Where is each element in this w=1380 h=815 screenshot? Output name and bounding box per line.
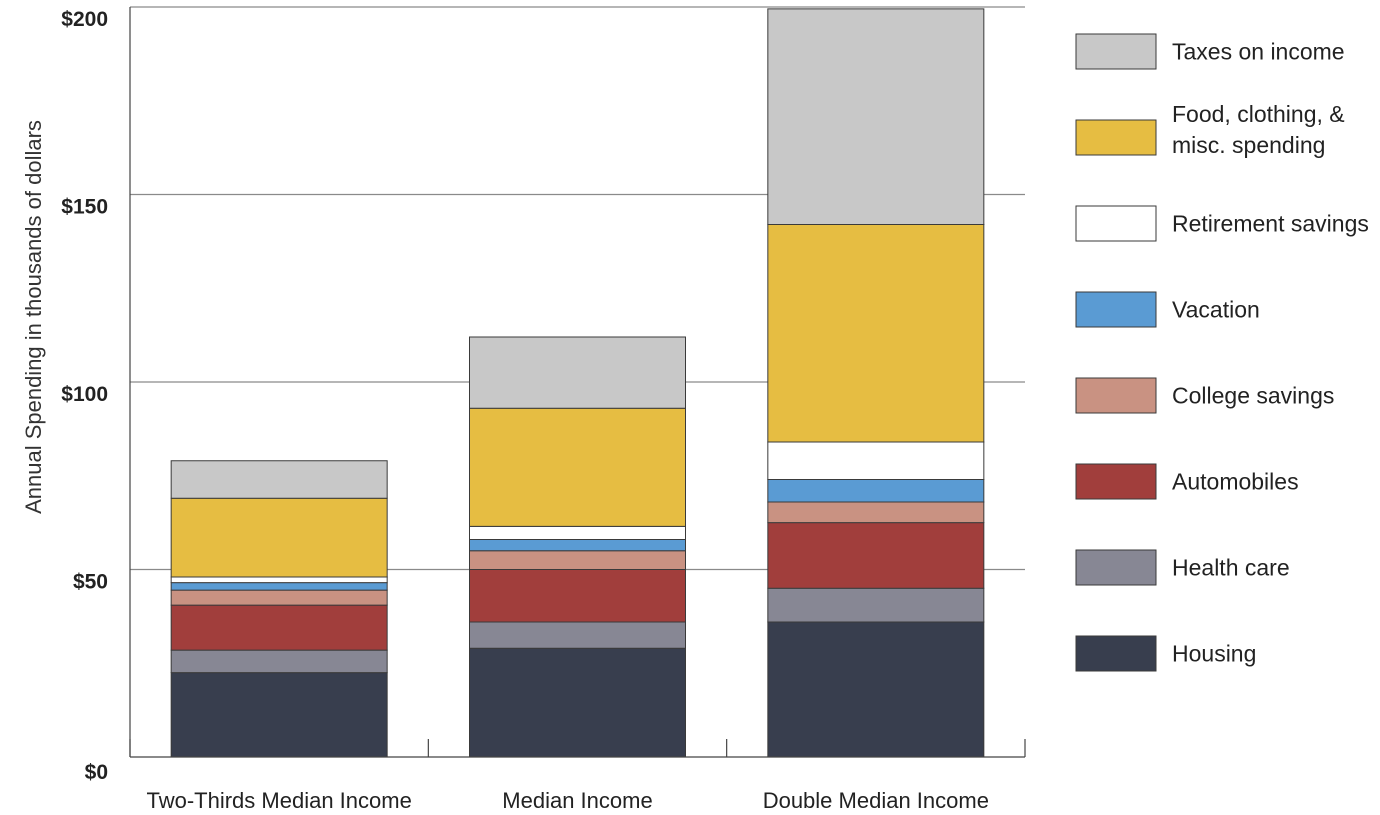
x-tick-label: Double Median Income	[763, 788, 989, 813]
legend-label-automobiles: Automobiles	[1172, 469, 1299, 495]
bar-segment-automobiles	[767, 522, 985, 589]
legend-swatch-vacation	[1075, 291, 1157, 328]
axes: $0 $50 $100 $150 $200 Two-Thirds Median Incom…	[21, 7, 1026, 813]
bar-segment-taxes-on-income	[170, 460, 388, 499]
bar-segment-vacation	[767, 479, 985, 503]
y-tick-label: $100	[61, 383, 108, 406]
legend-label-vacation: Vacation	[1172, 297, 1260, 323]
legend-label-line: Food, clothing, &	[1172, 101, 1345, 127]
legend-swatch-retirement-savings	[1075, 205, 1157, 242]
bar-segment-housing	[767, 621, 985, 758]
y-axis-label: Annual Spending in thousands of dollars	[21, 120, 46, 514]
bar-segment-health-care	[767, 587, 985, 623]
bar-segment-taxes-on-income	[767, 8, 985, 225]
legend-label-food-clothing-misc-spending: Food, clothing, & misc. spending	[1172, 101, 1345, 158]
legend-swatch-college-savings	[1075, 377, 1157, 414]
x-tick-label: Median Income	[502, 788, 652, 813]
bar-segment-retirement-savings	[170, 576, 388, 584]
legend: Taxes on income Food, clothing, & misc. sp…	[1075, 33, 1369, 672]
legend-swatch-taxes-on-income	[1075, 33, 1157, 70]
legend-swatch-health-care	[1075, 549, 1157, 586]
bar-segment-college-savings	[767, 501, 985, 524]
legend-label-taxes-on-income: Taxes on income	[1172, 39, 1345, 65]
bar-segment-college-savings	[469, 550, 686, 570]
bar-segment-health-care	[170, 649, 388, 674]
legend-label-housing: Housing	[1172, 641, 1256, 667]
bar-segment-health-care	[469, 621, 686, 649]
bar-segment-taxes-on-income	[469, 336, 686, 409]
legend-label-line: misc. spending	[1172, 132, 1325, 158]
bar-segment-food-clothing-misc-spending	[469, 407, 686, 527]
x-tick-label: Two-Thirds Median Income	[147, 788, 412, 813]
bars	[170, 8, 985, 758]
legend-swatch-automobiles	[1075, 463, 1157, 500]
bar-segment-food-clothing-misc-spending	[170, 497, 388, 578]
y-tick-label: $200	[61, 8, 108, 31]
bar-segment-vacation	[469, 539, 686, 552]
legend-label-college-savings: College savings	[1172, 383, 1334, 409]
bar-segment-college-savings	[170, 589, 388, 606]
bar-segment-retirement-savings	[469, 525, 686, 540]
y-tick-label: $50	[73, 571, 108, 594]
legend-label-retirement-savings: Retirement savings	[1172, 211, 1369, 237]
y-tick-label: $0	[85, 761, 108, 784]
bar-segment-automobiles	[170, 604, 388, 651]
bar-segment-retirement-savings	[767, 441, 985, 480]
legend-swatch-food-clothing-misc-spending	[1075, 119, 1157, 156]
legend-swatch-housing	[1075, 635, 1157, 672]
bar-segment-automobiles	[469, 569, 686, 623]
bar-segment-housing	[170, 672, 388, 758]
legend-label-health-care: Health care	[1172, 555, 1290, 581]
bar-segment-housing	[469, 647, 686, 758]
bar-segment-food-clothing-misc-spending	[767, 224, 985, 443]
bar-segment-vacation	[170, 582, 388, 591]
y-tick-label: $150	[61, 196, 108, 219]
